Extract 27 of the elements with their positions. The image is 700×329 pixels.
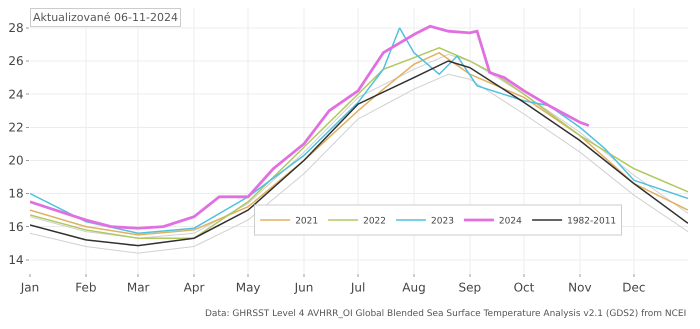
x-tick-label: Feb [75, 280, 97, 294]
x-tick-label: Nov [568, 280, 592, 294]
legend-label: 2023 [431, 216, 454, 227]
legend-label: 2024 [498, 216, 522, 227]
x-tick-label: Aug [402, 280, 426, 294]
x-tick-label: Mar [126, 280, 150, 294]
text: Data: GHRSST Level 4 AVHRR_OI Global Blended Sea Surface Temperature Analysis v2.1 (GDS2) from NCEI [205, 309, 686, 319]
y-tick-label: 18 [8, 186, 24, 201]
x-tick-label: Jul [350, 280, 366, 294]
y-tick-label: 24 [8, 87, 24, 102]
x-tick-label: Oct [514, 280, 535, 294]
annotation: Aktualizované 06-11-2024 [33, 11, 178, 24]
x-tick-label: Dec [622, 280, 646, 294]
y-tick-label: 22 [8, 120, 24, 134]
x-tick-label: Jun [294, 280, 314, 294]
y-tick-label: 16 [8, 220, 24, 234]
y-tick-label: 20 [8, 154, 24, 168]
x-tick-label: Apr [184, 280, 204, 294]
legend-label: 1982-2011 [567, 216, 616, 227]
y-tick-label: 26 [8, 54, 24, 68]
x-tick-label: May [236, 280, 261, 294]
legend-label: 2022 [363, 216, 386, 227]
y-tick-label: 14 [8, 252, 24, 267]
x-tick-label: Sep [458, 280, 482, 294]
x-tick-label: Jan [20, 280, 40, 294]
y-tick-label: 28 [8, 21, 24, 36]
legend-label: 2021 [295, 216, 318, 227]
